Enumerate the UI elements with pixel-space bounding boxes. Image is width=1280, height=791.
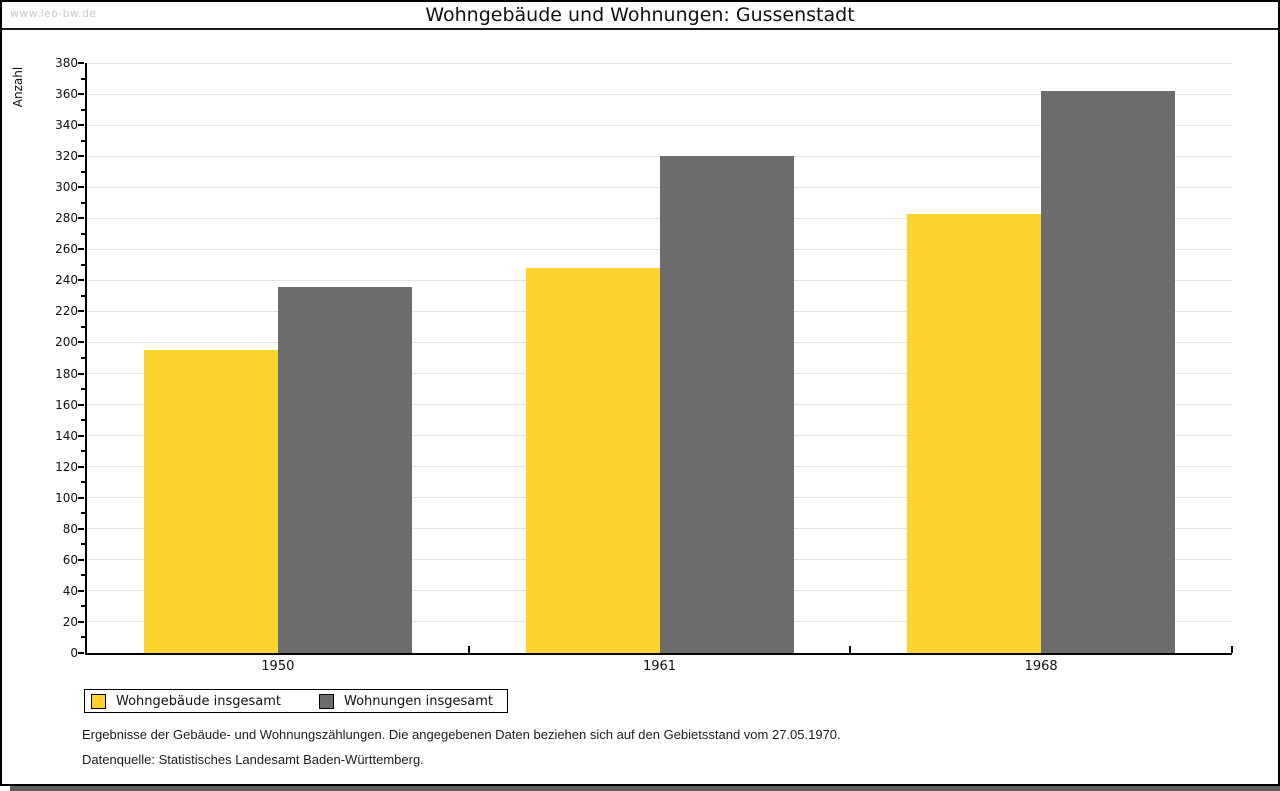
- y-tick-label-380: 380: [55, 56, 78, 70]
- y-major-tick-140: [78, 434, 84, 437]
- y-minor-tick-190: [81, 357, 85, 359]
- bar-wohngebäude-insgesamt-1950: [143, 350, 278, 653]
- legend-swatch: [91, 693, 106, 709]
- y-tick-label-20: 20: [62, 614, 78, 629]
- y-major-tick-360: [78, 93, 84, 96]
- x-axis-line: [85, 653, 1232, 655]
- y-tick-label-80: 80: [62, 521, 78, 536]
- y-major-tick-160: [78, 403, 84, 406]
- legend: Wohngebäude insgesamt Wohnungen insgesamt: [84, 689, 508, 713]
- legend-label: Wohngebäude insgesamt: [116, 693, 281, 709]
- y-major-tick-20: [78, 620, 84, 623]
- y-minor-tick-250: [81, 263, 85, 266]
- page-title: Wohngebäude und Wohnungen: Gussenstadt: [425, 4, 855, 26]
- plot-area: 0 20 40 60 80 100 120 140 160 180 200 220 240 260 280 3…: [55, 56, 1233, 674]
- header: www.leo-bw.de Wohngebäude und Wohnungen:…: [2, 2, 1278, 30]
- y-tick-label-220: 220: [55, 304, 78, 319]
- legend-label: Wohnungen insgesamt: [344, 693, 493, 709]
- y-tick-label-280: 280: [55, 211, 78, 226]
- y-major-tick-100: [78, 496, 84, 499]
- y-major-tick-180: [78, 372, 84, 375]
- note-gebietsstand: Ergebnisse der Gebäude- und Wohnungszähl…: [82, 727, 841, 742]
- y-major-tick-60: [78, 558, 84, 561]
- y-minor-tick-50: [81, 574, 85, 577]
- y-minor-tick-210: [81, 325, 85, 328]
- y-major-tick-0: [78, 652, 84, 654]
- x-tick-label-1968: 1968: [1024, 659, 1058, 674]
- y-axis-line: [85, 63, 87, 655]
- y-tick-label-140: 140: [55, 428, 78, 443]
- y-minor-tick-30: [81, 605, 85, 608]
- y-major-tick-380: [78, 62, 84, 64]
- x-tick-label-1961: 1961: [642, 659, 677, 674]
- y-minor-tick-230: [81, 294, 85, 297]
- bar-wohnungen-insgesamt-1961: [659, 156, 794, 653]
- y-major-tick-300: [78, 186, 84, 189]
- y-minor-tick-170: [81, 388, 85, 391]
- gridline-360: [87, 93, 1232, 95]
- y-tick-label-120: 120: [55, 459, 78, 474]
- y-major-tick-80: [78, 527, 84, 530]
- y-major-tick-220: [78, 310, 84, 313]
- bottom-shadow: [10, 786, 1280, 791]
- legend-entry-wohnungen-insgesamt: Wohnungen insgesamt: [319, 693, 493, 709]
- y-major-tick-40: [78, 589, 84, 592]
- x-group-tick-1: [467, 646, 470, 653]
- y-major-tick-120: [78, 465, 84, 468]
- y-tick-label-200: 200: [55, 335, 78, 350]
- y-tick-label-180: 180: [55, 366, 78, 381]
- bar-wohngebäude-insgesamt-1968: [907, 213, 1042, 653]
- x-group-tick-2: [849, 646, 852, 653]
- y-tick-label-160: 160: [55, 397, 78, 412]
- y-minor-tick-330: [81, 139, 85, 142]
- y-tick-label-360: 360: [55, 87, 78, 102]
- note-datenquelle: Datenquelle: Statistisches Landesamt Bad…: [82, 752, 424, 767]
- y-major-tick-260: [78, 248, 84, 251]
- y-major-tick-320: [78, 155, 84, 158]
- y-minor-tick-270: [81, 232, 85, 235]
- y-tick-label-260: 260: [55, 242, 78, 257]
- y-minor-tick-350: [81, 108, 85, 111]
- y-major-tick-240: [78, 279, 84, 282]
- x-tick-label-1950: 1950: [261, 659, 295, 674]
- legend-swatch: [319, 693, 334, 709]
- y-minor-tick-70: [81, 543, 85, 546]
- gridline-320: [87, 155, 1232, 157]
- y-tick-label-340: 340: [55, 118, 78, 133]
- y-tick-label-40: 40: [62, 583, 78, 598]
- y-minor-tick-90: [81, 512, 85, 515]
- y-major-tick-340: [78, 124, 84, 127]
- y-minor-tick-130: [81, 450, 85, 453]
- y-major-tick-280: [78, 217, 84, 220]
- watermark: www.leo-bw.de: [10, 7, 97, 20]
- y-minor-tick-370: [81, 77, 85, 80]
- y-tick-label-240: 240: [55, 273, 78, 288]
- y-axis-title: Anzahl: [11, 66, 25, 108]
- y-minor-tick-310: [81, 170, 85, 173]
- y-tick-label-60: 60: [62, 552, 78, 567]
- y-tick-label-0: 0: [70, 646, 78, 660]
- y-tick-label-300: 300: [55, 180, 78, 195]
- bar-wohnungen-insgesamt-1950: [277, 286, 412, 653]
- y-tick-label-320: 320: [55, 149, 78, 164]
- y-minor-tick-110: [81, 481, 85, 484]
- y-minor-tick-290: [81, 201, 85, 204]
- bar-wohnungen-insgesamt-1968: [1041, 90, 1176, 653]
- y-minor-tick-150: [81, 419, 85, 422]
- legend-entry-wohngebäude-insgesamt: Wohngebäude insgesamt: [91, 693, 281, 709]
- y-minor-tick-10: [81, 636, 85, 639]
- bar-wohngebäude-insgesamt-1961: [525, 267, 660, 653]
- gridline-340: [87, 124, 1232, 126]
- x-group-tick-3: [1231, 646, 1233, 653]
- y-tick-label-100: 100: [55, 490, 78, 505]
- y-major-tick-200: [78, 341, 84, 344]
- gridline-380: [87, 62, 1232, 64]
